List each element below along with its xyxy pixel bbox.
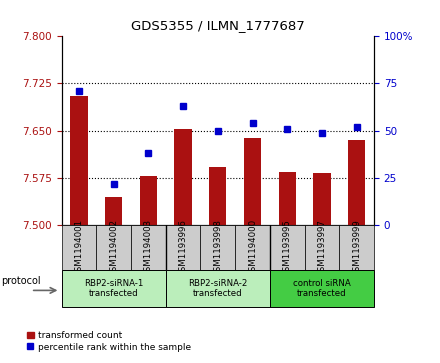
Bar	[131, 225, 166, 270]
Text: GSM1193997: GSM1193997	[317, 219, 326, 277]
Bar	[166, 270, 270, 307]
Bar	[304, 225, 339, 270]
Bar	[105, 197, 122, 225]
Bar	[166, 225, 201, 270]
Text: protocol: protocol	[1, 276, 41, 286]
Text: GSM1193995: GSM1193995	[283, 219, 292, 277]
Bar	[244, 138, 261, 225]
Text: control siRNA
transfected: control siRNA transfected	[293, 279, 351, 298]
Bar	[70, 96, 88, 225]
Text: RBP2-siRNA-2
transfected: RBP2-siRNA-2 transfected	[188, 279, 247, 298]
Text: GSM1193999: GSM1193999	[352, 219, 361, 277]
Legend: transformed count, percentile rank within the sample: transformed count, percentile rank withi…	[26, 331, 191, 352]
Bar	[62, 270, 166, 307]
Bar	[209, 167, 227, 225]
Bar	[174, 130, 192, 225]
Bar	[140, 176, 157, 225]
Bar	[270, 225, 304, 270]
Bar	[313, 173, 330, 225]
Text: RBP2-siRNA-1
transfected: RBP2-siRNA-1 transfected	[84, 279, 143, 298]
Text: GSM1194003: GSM1194003	[144, 219, 153, 277]
Title: GDS5355 / ILMN_1777687: GDS5355 / ILMN_1777687	[131, 19, 304, 32]
Bar	[235, 225, 270, 270]
Bar	[279, 172, 296, 225]
Bar	[339, 225, 374, 270]
Text: GSM1193998: GSM1193998	[213, 219, 222, 277]
Text: GSM1194000: GSM1194000	[248, 219, 257, 277]
Bar	[348, 140, 365, 225]
Bar	[201, 225, 235, 270]
Bar	[270, 270, 374, 307]
Bar	[62, 225, 96, 270]
Bar	[96, 225, 131, 270]
Text: GSM1193996: GSM1193996	[179, 219, 187, 277]
Text: GSM1194001: GSM1194001	[74, 219, 84, 277]
Text: GSM1194002: GSM1194002	[109, 219, 118, 277]
